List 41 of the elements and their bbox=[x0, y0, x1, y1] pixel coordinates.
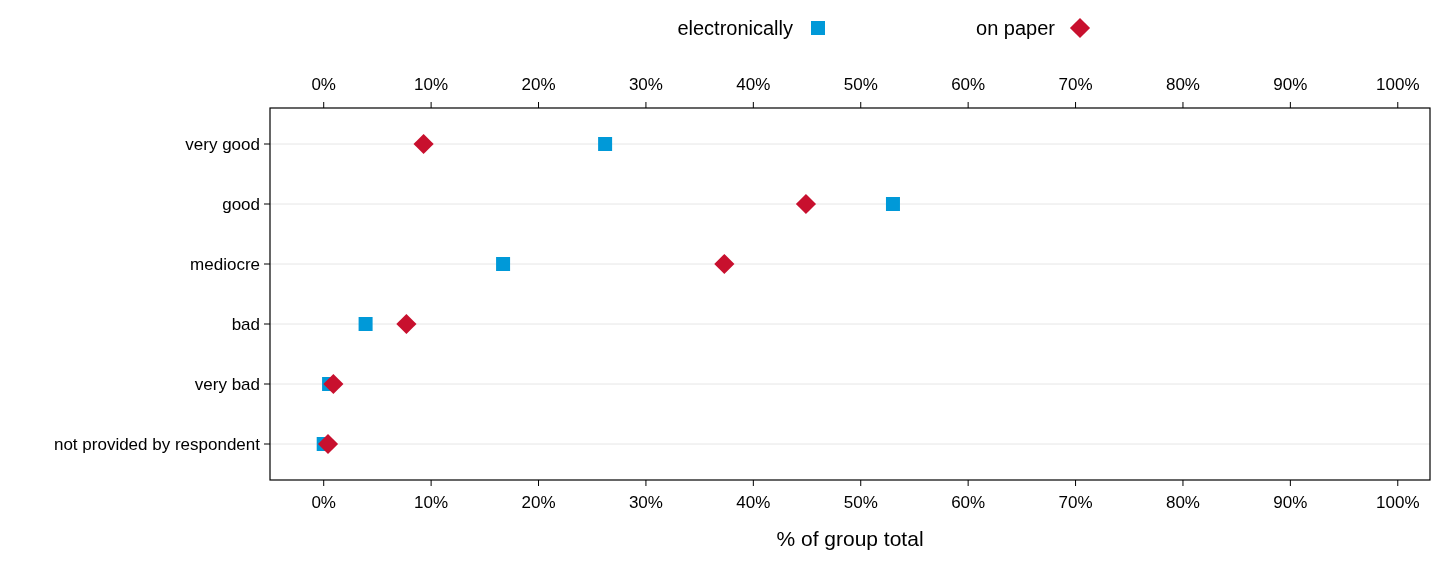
x-tick-label: 30% bbox=[628, 493, 663, 512]
y-tick-label: not provided by respondent bbox=[53, 435, 261, 454]
x2-tick-label: 20% bbox=[521, 75, 556, 94]
point bbox=[323, 373, 344, 395]
x2-tick-label: 100% bbox=[1376, 75, 1420, 94]
x-tick-label: 50% bbox=[843, 493, 878, 512]
x2-tick-label: 90% bbox=[1273, 75, 1308, 94]
x2-tick-label: 10% bbox=[414, 75, 449, 94]
x2-tick-label: 30% bbox=[628, 75, 663, 94]
x2-tick-label: 50% bbox=[843, 75, 878, 94]
y-tick-label: bad bbox=[231, 315, 260, 334]
y-tick-label: very good bbox=[185, 135, 260, 154]
y-tick-label: good bbox=[222, 195, 260, 214]
point bbox=[396, 313, 417, 335]
x-tick-label: 10% bbox=[414, 493, 449, 512]
x-tick-label: 100% bbox=[1376, 493, 1420, 512]
point bbox=[598, 137, 613, 151]
x-tick-label: 70% bbox=[1058, 493, 1093, 512]
y-tick-label: mediocre bbox=[190, 255, 260, 274]
point bbox=[317, 433, 339, 455]
point bbox=[795, 193, 817, 215]
point bbox=[496, 257, 511, 271]
x2-tick-label: 80% bbox=[1165, 75, 1200, 94]
x-tick-label: 40% bbox=[736, 493, 771, 512]
point bbox=[413, 133, 434, 155]
x-tick-label: 90% bbox=[1273, 493, 1308, 512]
point bbox=[714, 253, 735, 275]
x2-tick-label: 60% bbox=[951, 75, 986, 94]
x-tick-label: 60% bbox=[951, 493, 986, 512]
y-tick-label: very bad bbox=[194, 375, 260, 394]
x-tick-label: 80% bbox=[1165, 493, 1200, 512]
x-tick-label: 0% bbox=[311, 493, 336, 512]
x2-tick-label: 0% bbox=[311, 75, 336, 94]
x2-tick-label: 70% bbox=[1058, 75, 1093, 94]
point bbox=[358, 317, 373, 331]
legend-label: electronically bbox=[677, 17, 793, 39]
legend-label: on paper bbox=[976, 17, 1056, 39]
x-axis-title: % of group total bbox=[776, 527, 924, 550]
x2-tick-label: 40% bbox=[736, 75, 771, 94]
point bbox=[885, 197, 900, 211]
x-tick-label: 20% bbox=[521, 493, 556, 512]
